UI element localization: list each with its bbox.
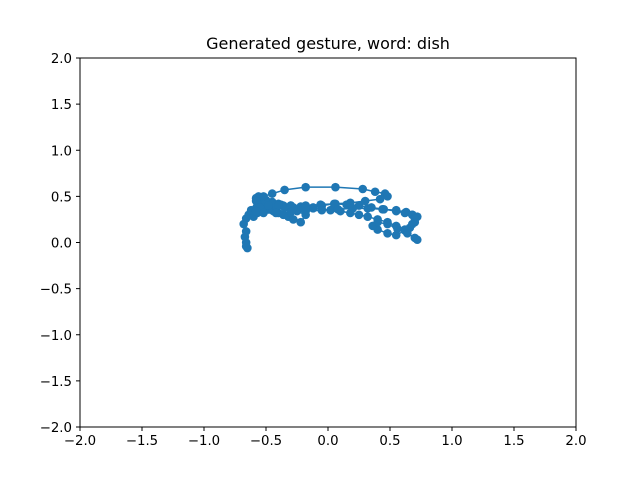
x-tick-label: −0.5 [250, 434, 282, 449]
data-point [408, 219, 417, 229]
y-tick-label: 2.0 [51, 52, 72, 67]
y-tick-label: 0.0 [51, 237, 72, 252]
data-point [383, 192, 392, 201]
x-tick-label: −2.0 [64, 434, 96, 449]
plot-area [80, 58, 576, 427]
data-point [317, 205, 327, 215]
data-point [280, 185, 289, 195]
data-point [383, 228, 392, 238]
axes: −2.0 −1.5 −1.0 −0.5 0.0 0.5 1.0 1.5 2.0 −2.0 −1.5 −… [40, 52, 587, 449]
y-tick-label: −0.5 [40, 283, 72, 298]
data-point [259, 208, 268, 218]
data-point [363, 212, 372, 221]
data-point [383, 219, 392, 229]
data-point [308, 204, 318, 213]
data-point [391, 205, 401, 215]
data-point [251, 196, 261, 206]
y-tick-label: −2.0 [40, 421, 72, 436]
data-point [274, 201, 283, 210]
data-point [271, 208, 281, 218]
data-point [259, 192, 268, 201]
x-tick-label: 0.0 [317, 434, 338, 449]
data-point [286, 201, 296, 210]
y-tick-label: 0.5 [51, 190, 72, 205]
plot-background [80, 58, 576, 427]
data-point [326, 205, 335, 215]
data-point [241, 227, 251, 236]
data-point [403, 228, 412, 238]
x-tick-label: 1.5 [503, 434, 524, 449]
data-point [391, 230, 401, 240]
data-point [375, 194, 385, 204]
data-point [378, 204, 387, 214]
data-point [412, 235, 422, 245]
x-tick-label: 0.5 [379, 434, 400, 449]
data-point [333, 204, 343, 214]
data-point [354, 210, 364, 220]
y-tick-label: 1.5 [51, 98, 72, 113]
data-point [331, 182, 340, 192]
x-tick-label: −1.5 [126, 434, 158, 449]
data-point [373, 217, 382, 227]
data-point [251, 206, 261, 216]
data-point [360, 196, 370, 206]
y-tick-label: −1.5 [40, 375, 72, 390]
data-point [301, 182, 310, 192]
y-tick-label: −1.0 [40, 329, 72, 344]
data-point [348, 204, 358, 213]
data-point [370, 187, 380, 197]
x-tick-label: −1.0 [188, 434, 220, 449]
data-point [393, 224, 402, 233]
x-tick-label: 2.0 [565, 434, 586, 449]
data-point [301, 206, 310, 216]
chart-title: Generated gesture, word: dish [206, 34, 450, 53]
data-point [286, 207, 296, 217]
x-tick-label: 1.0 [441, 434, 462, 449]
data-point [363, 204, 372, 213]
data-point [296, 217, 306, 227]
data-point [264, 201, 273, 210]
data-point [358, 184, 368, 194]
y-tick-label: 1.0 [51, 144, 72, 159]
data-point [288, 215, 298, 224]
data-point [267, 189, 277, 198]
